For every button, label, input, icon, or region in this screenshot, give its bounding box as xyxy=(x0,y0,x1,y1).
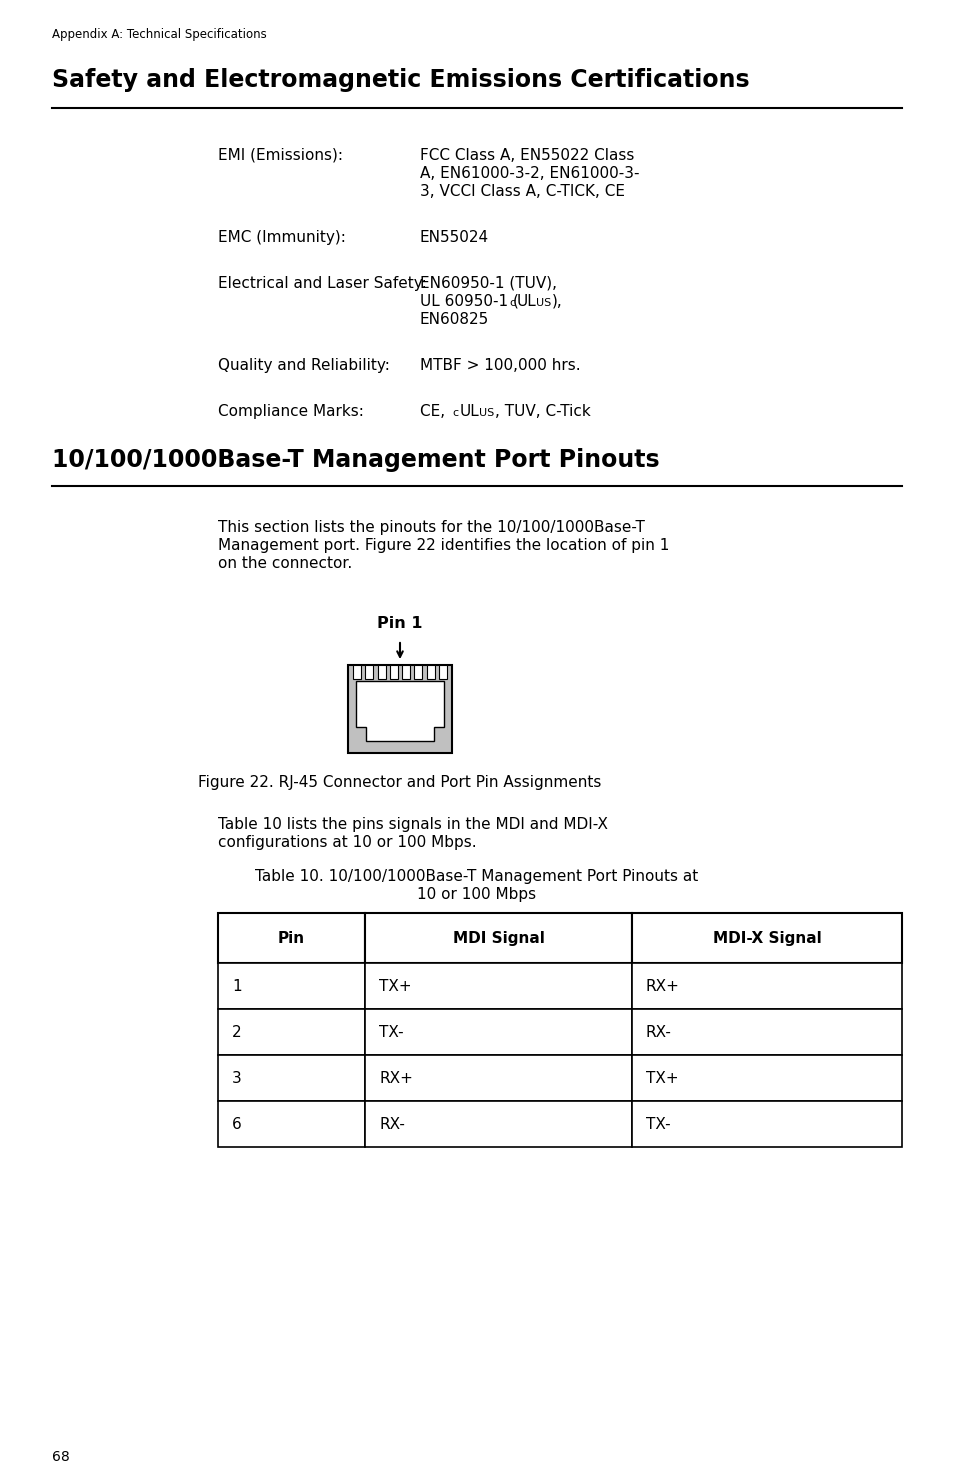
Text: Electrical and Laser Safety:: Electrical and Laser Safety: xyxy=(218,276,426,291)
Text: This section lists the pinouts for the 10/100/1000Base-T: This section lists the pinouts for the 1… xyxy=(218,521,644,535)
Bar xyxy=(390,665,397,678)
Text: TX-: TX- xyxy=(378,1025,403,1040)
Text: US: US xyxy=(478,409,494,417)
Bar xyxy=(365,963,631,1009)
Text: Appendix A: Technical Specifications: Appendix A: Technical Specifications xyxy=(52,28,267,41)
Bar xyxy=(365,913,631,963)
Bar xyxy=(426,665,435,678)
Text: RX+: RX+ xyxy=(645,979,679,994)
Text: A, EN61000-3-2, EN61000-3-: A, EN61000-3-2, EN61000-3- xyxy=(419,167,639,181)
Text: TX-: TX- xyxy=(645,1117,670,1131)
Text: c: c xyxy=(452,409,457,417)
Bar xyxy=(218,1009,365,1055)
Bar xyxy=(365,1100,631,1148)
Bar xyxy=(365,1009,631,1055)
Text: 6: 6 xyxy=(232,1117,241,1131)
Text: Compliance Marks:: Compliance Marks: xyxy=(218,404,363,419)
Text: EMC (Immunity):: EMC (Immunity): xyxy=(218,230,346,245)
Text: Table 10 lists the pins signals in the MDI and MDI-X: Table 10 lists the pins signals in the M… xyxy=(218,817,607,832)
Text: FCC Class A, EN55022 Class: FCC Class A, EN55022 Class xyxy=(419,148,634,164)
Text: Pin: Pin xyxy=(277,931,305,945)
Text: 2: 2 xyxy=(232,1025,241,1040)
Bar xyxy=(348,665,452,754)
Text: UL: UL xyxy=(459,404,479,419)
Text: Safety and Electromagnetic Emissions Certifications: Safety and Electromagnetic Emissions Cer… xyxy=(52,68,749,91)
Text: on the connector.: on the connector. xyxy=(218,556,352,571)
Text: EN60825: EN60825 xyxy=(419,313,489,327)
Text: 10 or 100 Mbps: 10 or 100 Mbps xyxy=(417,886,536,903)
Bar xyxy=(365,665,373,678)
Bar xyxy=(218,1100,365,1148)
Text: Table 10. 10/100/1000Base-T Management Port Pinouts at: Table 10. 10/100/1000Base-T Management P… xyxy=(255,869,698,884)
Text: TX+: TX+ xyxy=(378,979,412,994)
Text: RX+: RX+ xyxy=(378,1071,413,1086)
Bar xyxy=(631,913,901,963)
Bar xyxy=(631,963,901,1009)
Text: Figure 22. RJ-45 Connector and Port Pin Assignments: Figure 22. RJ-45 Connector and Port Pin … xyxy=(198,774,601,791)
Text: UL: UL xyxy=(517,294,537,308)
Bar xyxy=(414,665,422,678)
Text: RX-: RX- xyxy=(645,1025,671,1040)
Bar xyxy=(402,665,410,678)
Text: , TUV, C-Tick: , TUV, C-Tick xyxy=(495,404,590,419)
Text: configurations at 10 or 100 Mbps.: configurations at 10 or 100 Mbps. xyxy=(218,835,476,850)
Text: TX+: TX+ xyxy=(645,1071,678,1086)
Text: UL 60950-1 (: UL 60950-1 ( xyxy=(419,294,518,308)
Text: 3, VCCI Class A, C-TICK, CE: 3, VCCI Class A, C-TICK, CE xyxy=(419,184,624,199)
Text: ),: ), xyxy=(552,294,562,308)
Bar xyxy=(377,665,385,678)
Text: Pin 1: Pin 1 xyxy=(376,617,422,631)
Text: EN60950-1 (TUV),: EN60950-1 (TUV), xyxy=(419,276,557,291)
Text: EN55024: EN55024 xyxy=(419,230,489,245)
Text: Management port. Figure 22 identifies the location of pin 1: Management port. Figure 22 identifies th… xyxy=(218,538,669,553)
Text: US: US xyxy=(536,298,551,308)
Bar xyxy=(631,1100,901,1148)
Text: 1: 1 xyxy=(232,979,241,994)
Text: EMI (Emissions):: EMI (Emissions): xyxy=(218,148,343,164)
Text: 3: 3 xyxy=(232,1071,241,1086)
Text: c: c xyxy=(509,298,515,308)
Polygon shape xyxy=(355,681,443,740)
Text: 68: 68 xyxy=(52,1450,70,1465)
Bar xyxy=(218,913,365,963)
Text: Quality and Reliability:: Quality and Reliability: xyxy=(218,358,390,373)
Text: RX-: RX- xyxy=(378,1117,404,1131)
Bar xyxy=(218,963,365,1009)
Bar xyxy=(631,1055,901,1100)
Text: MDI Signal: MDI Signal xyxy=(452,931,544,945)
Text: 10/100/1000Base-T Management Port Pinouts: 10/100/1000Base-T Management Port Pinout… xyxy=(52,448,659,472)
Bar xyxy=(631,1009,901,1055)
Bar xyxy=(365,1055,631,1100)
Text: CE,: CE, xyxy=(419,404,450,419)
Bar xyxy=(218,1055,365,1100)
Bar xyxy=(438,665,447,678)
Text: MTBF > 100,000 hrs.: MTBF > 100,000 hrs. xyxy=(419,358,580,373)
Text: MDI-X Signal: MDI-X Signal xyxy=(712,931,821,945)
Bar xyxy=(353,665,360,678)
